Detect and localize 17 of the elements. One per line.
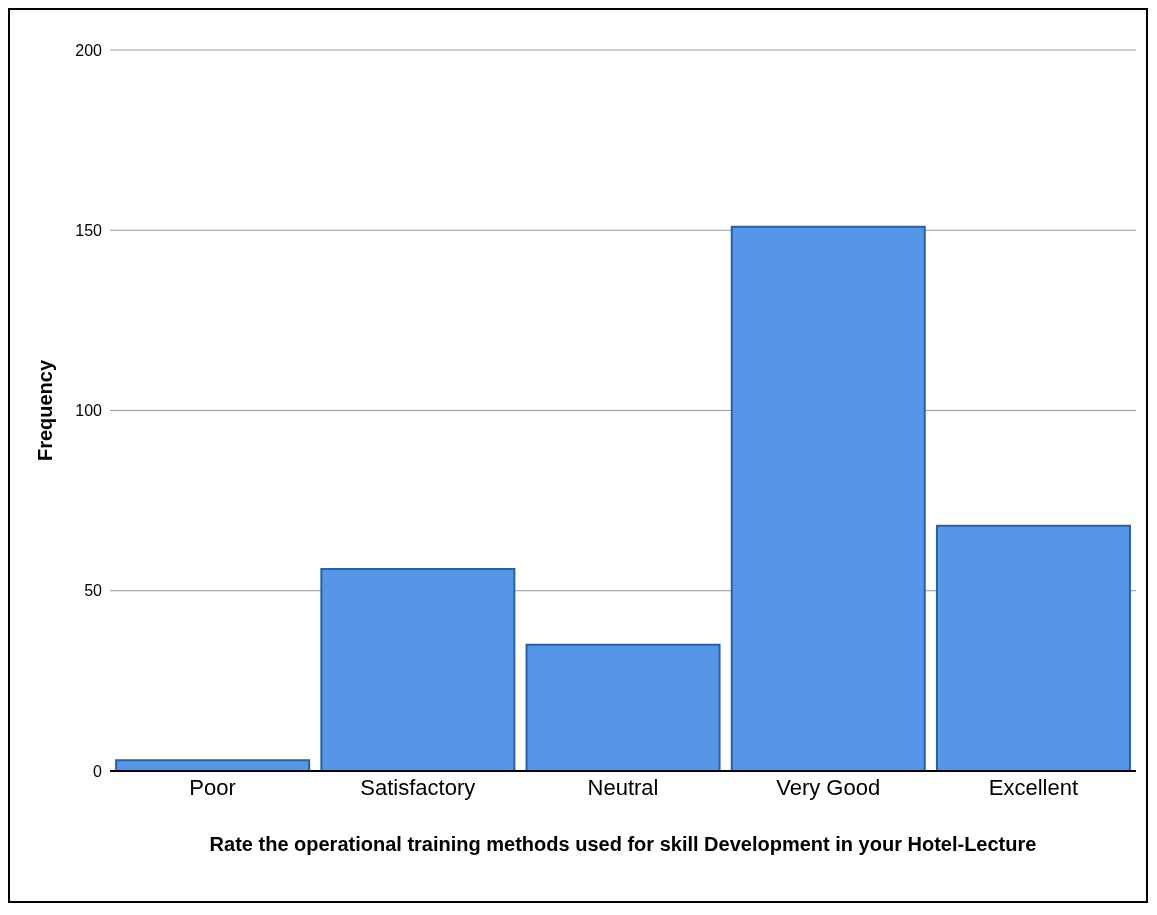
bar: [525, 643, 721, 771]
x-axis-title: Rate the operational training methods used for skill Development in your Hotel-Lecture: [209, 833, 1037, 855]
x-tick-label: Neutral: [587, 774, 659, 800]
bar: [320, 568, 516, 771]
x-tick-label: Poor: [189, 774, 236, 800]
y-tick-label: 200: [75, 41, 103, 59]
y-tick-label: 100: [75, 402, 103, 420]
y-axis-title: Frequency: [34, 359, 57, 462]
bar: [730, 225, 926, 771]
x-tick-label: Satisfactory: [360, 774, 476, 800]
x-tick-label: Excellent: [988, 774, 1079, 800]
bar: [115, 759, 311, 771]
y-tick-label: 0: [93, 762, 103, 780]
y-tick-label: 150: [75, 221, 103, 239]
y-tick-label: 50: [84, 582, 103, 600]
bar: [935, 524, 1131, 771]
x-tick-label: Very Good: [776, 774, 881, 800]
